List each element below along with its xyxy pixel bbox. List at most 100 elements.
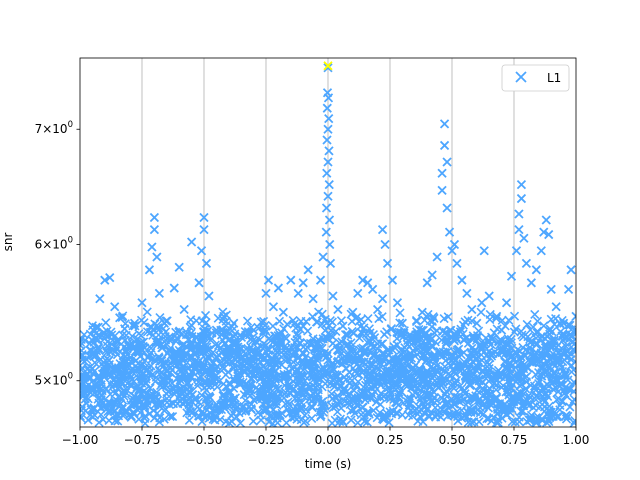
legend-box (501, 64, 570, 92)
scatter-point (174, 262, 184, 272)
scatter-point (100, 275, 110, 285)
scatter-point (546, 284, 556, 295)
x-axis-label: time (s) (305, 457, 352, 471)
scatter-point (380, 239, 390, 250)
scatter-point (514, 225, 524, 235)
scatter-point (229, 318, 239, 328)
scatter-point (115, 313, 125, 323)
x-tick-label: 1.00 (563, 433, 590, 447)
scatter-point (324, 215, 335, 225)
legend-marker (515, 71, 527, 83)
scatter-point (558, 318, 569, 328)
scatter-point (323, 157, 333, 167)
scatter-point (506, 271, 517, 281)
scatter-point (444, 227, 455, 237)
scatter-point (479, 246, 489, 256)
scatter-point (169, 283, 179, 293)
noise-band-markers (80, 307, 576, 427)
scatter-point (318, 252, 328, 262)
scatter-point (286, 275, 296, 285)
scatter-point (154, 288, 164, 299)
scatter-point (492, 311, 502, 321)
scatter-point (328, 291, 338, 301)
scatter-point (129, 318, 140, 328)
scatter-point (268, 302, 279, 312)
x-tick-label: 0.50 (439, 433, 466, 447)
x-tick-label: 0.75 (501, 433, 528, 447)
scatter-point (325, 239, 335, 250)
scatter-point (377, 225, 388, 235)
scatter-point (457, 275, 467, 285)
scatter-point (442, 203, 452, 213)
scatter-point (293, 288, 303, 299)
scatter-point (442, 157, 452, 167)
scatter-point (186, 237, 197, 247)
scatter-point (402, 339, 412, 349)
x-tick-label: 0.25 (377, 433, 404, 447)
scatter-point (363, 278, 373, 288)
scatter-point (137, 298, 147, 308)
scatter-point (321, 227, 331, 237)
scatter-point (298, 278, 308, 288)
noise-floor-band (80, 307, 576, 427)
scatter-point (516, 193, 527, 204)
scatter-point (324, 114, 334, 124)
scatter-point (353, 288, 363, 299)
scatter-point (551, 302, 561, 312)
scatter-point (303, 265, 313, 275)
scatter-point (343, 339, 353, 349)
scatter-point (539, 227, 549, 237)
scatter-point (541, 215, 551, 225)
scatter-point (477, 298, 487, 308)
scatter-point (519, 233, 529, 243)
y-tick-label: 6×100 (35, 235, 73, 251)
scatter-point (204, 291, 214, 301)
scatter-point (531, 265, 541, 275)
scatter-point (526, 278, 536, 288)
scatter-point (321, 203, 332, 213)
scatter-point (308, 294, 318, 304)
scatter-point (325, 258, 336, 269)
scatter-point (563, 284, 574, 295)
scatter-point (501, 298, 512, 308)
scatter-point (472, 318, 482, 328)
scatter-point (368, 284, 378, 295)
scatter-point (324, 146, 334, 156)
scatter-point (179, 304, 189, 315)
scatter-point (439, 140, 450, 151)
scatter-point (248, 325, 259, 335)
scatter-point (348, 307, 358, 317)
scatter-point (511, 246, 522, 256)
scatter-point (261, 288, 271, 299)
scatter-point (437, 185, 447, 196)
scatter-point (152, 252, 162, 262)
x-axis-ticks: −1.00 −0.75 −0.50 −0.25 0.00 0.25 0.50 0.75 1.00 (62, 427, 590, 447)
scatter-point (462, 288, 472, 299)
scatter-point (323, 124, 333, 134)
scatter-point (219, 311, 229, 321)
loudest-point (323, 61, 333, 71)
scatter-point (417, 307, 427, 317)
scatter-point (164, 332, 174, 342)
scatter-point (372, 304, 383, 315)
scatter-point (199, 225, 209, 235)
scatter-point (467, 304, 477, 315)
scatter-point (521, 258, 532, 269)
scatter-point (484, 291, 494, 301)
scatter-point (120, 324, 130, 334)
scatter-point (95, 294, 105, 304)
scatter-point (273, 283, 284, 293)
scatter-point (536, 246, 546, 256)
scatter-point (382, 258, 393, 269)
scatter-point (149, 225, 160, 235)
scatter-point (333, 304, 343, 315)
scatter-point (147, 242, 157, 252)
scatter-point (211, 325, 222, 335)
scatter-point (323, 93, 334, 103)
scatter-point (201, 258, 212, 269)
scatter-point (263, 275, 274, 285)
scatter-point (439, 119, 450, 129)
scatter-point (338, 321, 348, 331)
scatter-point (315, 275, 326, 285)
